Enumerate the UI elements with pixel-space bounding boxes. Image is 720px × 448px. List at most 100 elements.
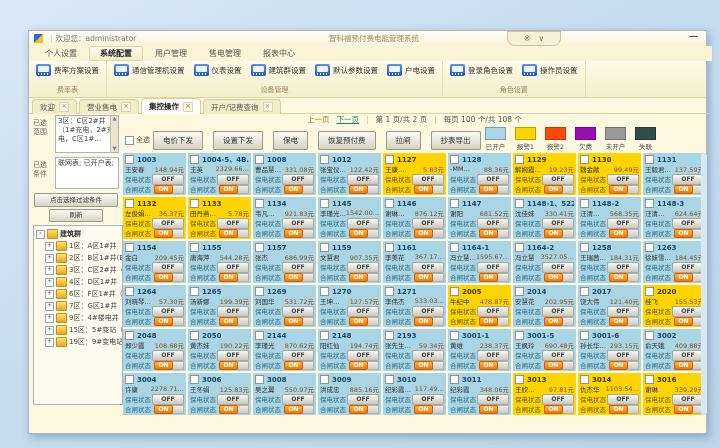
toolbar-button[interactable]: 恢复预付费 xyxy=(318,131,376,150)
scroll-down-icon[interactable]: ▼ xyxy=(112,145,117,152)
power-keep-toggle[interactable]: OFF xyxy=(672,349,704,361)
power-keep-toggle[interactable]: OFF xyxy=(282,261,314,273)
room-card[interactable]: 3009 洪成忠 885.16元 保电状态 OFF 合闸状态 ON xyxy=(318,373,381,415)
power-keep-toggle[interactable]: OFF xyxy=(412,173,444,185)
power-keep-toggle[interactable]: OFF xyxy=(217,261,249,273)
ribbon-button[interactable]: 登录角色设置 xyxy=(450,64,513,76)
room-card[interactable]: 1132 左俊娟… 36.37元 保电状态 OFF 合闸状态 ON xyxy=(123,197,186,239)
power-keep-toggle[interactable]: OFF xyxy=(477,393,509,405)
power-keep-toggle[interactable]: OFF xyxy=(282,349,314,361)
room-card[interactable]: 3002 俞天娥 409.88元 保电状态 OFF 合闸状态 ON xyxy=(643,329,706,371)
power-keep-toggle[interactable]: OFF xyxy=(282,393,314,405)
power-keep-toggle[interactable]: OFF xyxy=(412,217,444,229)
room-card[interactable]: 1004-5、4B… 王英 2329.66… 保电状态 OFF 合闸状态 O xyxy=(188,153,251,195)
toolbar-button[interactable]: 保电 xyxy=(273,131,308,150)
room-checkbox[interactable] xyxy=(320,243,329,252)
tree-item[interactable]: + 2区：B区1#井(B区1#… xyxy=(36,252,122,264)
next-page-link[interactable]: 下一页 xyxy=(336,115,360,124)
expand-icon[interactable]: + xyxy=(45,253,54,263)
chevron-down-icon[interactable]: ∨ xyxy=(538,34,545,43)
switch-state-toggle[interactable]: ON xyxy=(674,360,704,370)
close-icon[interactable]: × xyxy=(121,102,131,112)
power-keep-toggle[interactable]: OFF xyxy=(282,173,314,185)
switch-state-toggle[interactable]: ON xyxy=(609,360,639,370)
room-card[interactable]: 1147 谢阳 681.52元 保电状态 OFF 合闸状态 ON xyxy=(448,197,511,239)
room-checkbox[interactable] xyxy=(190,243,199,252)
room-checkbox[interactable] xyxy=(645,199,654,208)
expand-icon[interactable]: + xyxy=(45,277,54,287)
room-checkbox[interactable] xyxy=(385,331,394,340)
room-checkbox[interactable] xyxy=(580,199,589,208)
room-checkbox[interactable] xyxy=(645,243,654,252)
power-keep-toggle[interactable]: OFF xyxy=(412,305,444,317)
power-keep-toggle[interactable]: OFF xyxy=(672,305,704,317)
room-card[interactable]: 1148-1、522 沈佳妹 330.41元 保电状态 OFF 合闸状态 O xyxy=(513,197,576,239)
room-card[interactable]: 2014 安慧花 202.95元 保电状态 OFF 合闸状态 ON xyxy=(513,285,576,327)
expand-icon[interactable]: + xyxy=(45,289,54,299)
room-checkbox[interactable] xyxy=(320,287,329,296)
power-keep-toggle[interactable]: OFF xyxy=(607,349,639,361)
switch-state-toggle[interactable]: ON xyxy=(479,272,509,282)
room-card[interactable]: 3001-5 王枫玲 690.48元 保电状态 OFF 合闸状态 ON xyxy=(513,329,576,371)
switch-state-toggle[interactable]: ON xyxy=(219,272,249,282)
room-card[interactable]: 1146 谢琳… 876.12元 保电状态 OFF 合闸状态 ON xyxy=(383,197,446,239)
power-keep-toggle[interactable]: OFF xyxy=(477,261,509,273)
switch-state-toggle[interactable]: ON xyxy=(154,184,184,194)
power-keep-toggle[interactable]: OFF xyxy=(607,261,639,273)
menu-item[interactable]: 用户管理 xyxy=(145,47,197,60)
room-checkbox[interactable] xyxy=(125,243,134,252)
collapse-icon[interactable]: - xyxy=(36,229,45,239)
close-icon[interactable]: × xyxy=(59,102,69,112)
switch-state-toggle[interactable]: ON xyxy=(674,316,704,326)
room-checkbox[interactable] xyxy=(125,375,134,384)
room-card[interactable]: 1012 张宝仪… 122.42元 保电状态 OFF 合闸状态 ON xyxy=(318,153,381,195)
room-card[interactable]: 1164-2 冯立慧 3527.05… 保电状态 OFF 合闸状态 ON xyxy=(513,241,576,283)
switch-state-toggle[interactable]: ON xyxy=(414,360,444,370)
power-keep-toggle[interactable]: OFF xyxy=(347,217,379,229)
room-card[interactable]: 1127 王康… 5.83元 保电状态 OFF 合闸状态 ON xyxy=(383,153,446,195)
power-keep-toggle[interactable]: OFF xyxy=(607,173,639,185)
power-keep-toggle[interactable]: OFF xyxy=(607,305,639,317)
room-checkbox[interactable] xyxy=(450,243,459,252)
filter-button[interactable]: 点击选择过滤条件 xyxy=(34,193,118,207)
select-all-checkbox[interactable] xyxy=(125,135,134,145)
refresh-button[interactable]: 刷新 xyxy=(49,209,103,222)
switch-state-toggle[interactable]: ON xyxy=(479,404,509,414)
room-card[interactable]: 3004 许康 2278.71… 保电状态 OFF 合闸状态 ON xyxy=(123,373,186,415)
room-card[interactable]: 1008 曹品慧… 331.08元 保电状态 OFF 合闸状态 ON xyxy=(253,153,316,195)
room-card[interactable]: 1164-1 冯立慧… 1595.67… 保电状态 OFF 合闸状态 ON xyxy=(448,241,511,283)
select-all[interactable]: 全选 xyxy=(125,135,150,145)
room-checkbox[interactable] xyxy=(255,375,264,384)
power-keep-toggle[interactable]: OFF xyxy=(412,393,444,405)
room-card[interactable]: 1264 刘晓琴… 57.30元 保电状态 OFF 合闸状态 ON xyxy=(123,285,186,327)
power-keep-toggle[interactable]: OFF xyxy=(477,173,509,185)
room-card[interactable]: 2148 阳红仙 194.74元 保电状态 OFF 合闸状态 ON xyxy=(318,329,381,371)
room-checkbox[interactable] xyxy=(515,243,524,252)
expand-icon[interactable]: + xyxy=(45,301,54,311)
switch-state-toggle[interactable]: ON xyxy=(544,228,574,238)
power-keep-toggle[interactable]: OFF xyxy=(477,305,509,317)
room-checkbox[interactable] xyxy=(450,155,459,164)
power-keep-toggle[interactable]: OFF xyxy=(672,173,704,185)
room-card[interactable]: 1003 王安春 148.94元 保电状态 OFF 合闸状态 ON xyxy=(123,153,186,195)
switch-state-toggle[interactable]: ON xyxy=(609,316,639,326)
switch-state-toggle[interactable]: ON xyxy=(284,404,314,414)
tree-item[interactable]: + 6区：F区1#井（F区1#… xyxy=(36,288,122,300)
grid-scrollbar[interactable] xyxy=(701,153,707,415)
room-checkbox[interactable] xyxy=(580,155,589,164)
switch-state-toggle[interactable]: ON xyxy=(414,272,444,282)
selected-range-box[interactable]: 3区：C区2#井（1#充电，2#充电，C区1#… ▲ ▼ xyxy=(55,115,119,153)
power-keep-toggle[interactable]: OFF xyxy=(347,393,379,405)
room-card[interactable]: 1131 王毅君… 137.59元 保电状态 OFF 合闸状态 ON xyxy=(643,153,706,195)
expand-icon[interactable]: + xyxy=(45,265,54,275)
tree-item[interactable]: + 7区：G区1#井 xyxy=(36,300,122,312)
switch-state-toggle[interactable]: ON xyxy=(349,404,379,414)
room-card[interactable]: 2005 牛纪中 478.87元 保电状态 OFF 合闸状态 ON xyxy=(448,285,511,327)
toolbar-button[interactable]: 拉闸 xyxy=(385,131,421,150)
room-card[interactable]: 2144 李瑾光 870.62元 保电状态 OFF 合闸状态 ON xyxy=(253,329,316,371)
power-keep-toggle[interactable]: OFF xyxy=(152,305,184,317)
switch-state-toggle[interactable]: ON xyxy=(154,360,184,370)
room-checkbox[interactable] xyxy=(190,287,199,296)
tree-item[interactable]: + 1区：A区1#井 xyxy=(36,240,122,252)
power-keep-toggle[interactable]: OFF xyxy=(217,305,249,317)
